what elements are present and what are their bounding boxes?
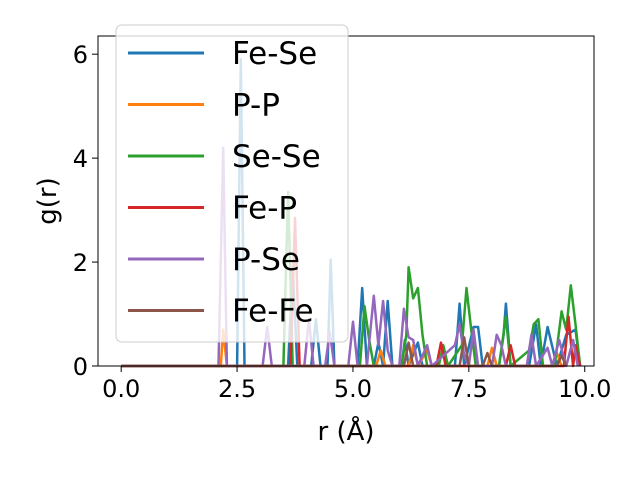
y-tick-label: 2 (73, 249, 88, 277)
y-axis-ticks: 0 2 4 6 (73, 41, 98, 381)
legend-label: Fe-Se (232, 36, 317, 72)
x-tick-label: 5.0 (334, 375, 372, 403)
legend-label: Fe-P (232, 191, 297, 227)
legend-label: Fe-Fe (232, 294, 314, 330)
legend: Fe-Se P-P Se-Se Fe-P P-Se Fe-Fe (115, 24, 349, 343)
y-axis-label: g(r) (33, 177, 63, 224)
x-tick-label: 7.5 (450, 375, 488, 403)
legend-label: Se-Se (232, 139, 321, 175)
legend-label: P-P (232, 88, 280, 124)
x-axis-label: r (Å) (317, 415, 374, 447)
legend-label: P-Se (232, 242, 300, 278)
y-tick-label: 0 (73, 353, 88, 381)
x-tick-label: 10.0 (558, 375, 611, 403)
x-tick-label: 2.5 (218, 375, 256, 403)
y-tick-label: 6 (73, 41, 88, 69)
x-axis-ticks: 0.0 2.5 5.0 7.5 10.0 (102, 366, 611, 403)
x-tick-label: 0.0 (102, 375, 140, 403)
y-tick-label: 4 (73, 145, 88, 173)
